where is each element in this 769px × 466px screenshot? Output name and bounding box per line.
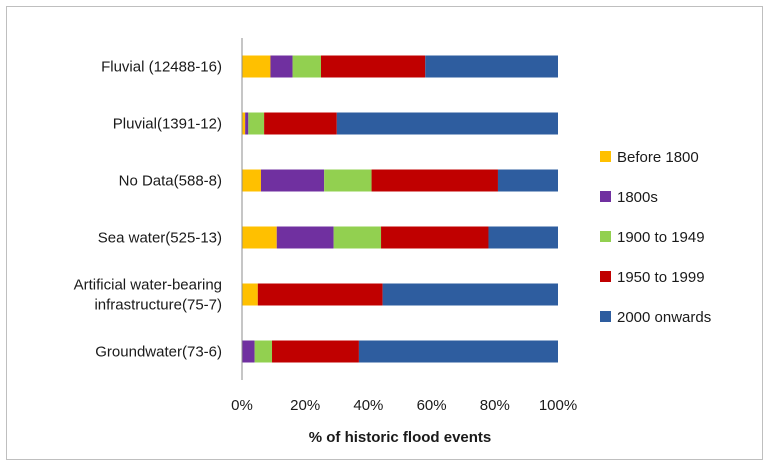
category-label: No Data(588-8)	[119, 173, 222, 190]
bar-segment	[425, 55, 558, 78]
bar-segment	[270, 55, 293, 78]
bars-layer	[242, 55, 558, 363]
category-label: Artificial water-bearing	[74, 277, 222, 294]
category-label: Groundwater(73-6)	[95, 344, 222, 361]
bar-segment	[242, 55, 271, 78]
legend-label: Before 1800	[617, 149, 699, 166]
bar-segment	[381, 226, 489, 249]
bar-segment	[242, 226, 277, 249]
x-tick-label: 20%	[290, 397, 320, 414]
legend-swatch	[600, 311, 611, 322]
bar-segment	[497, 169, 558, 192]
category-labels: Fluvial (12488-16) Pluvial(1391-12) No Dat…	[74, 59, 222, 361]
x-tick-label: 0%	[231, 397, 253, 414]
bar-segment	[242, 112, 246, 135]
bar-segment	[371, 169, 498, 192]
legend-swatch	[600, 191, 611, 202]
bar-segment	[276, 226, 334, 249]
bar-segment	[336, 112, 558, 135]
x-tick-label: 80%	[480, 397, 510, 414]
bar-segment	[333, 226, 382, 249]
legend-swatch	[600, 271, 611, 282]
legend-label: 1800s	[617, 189, 658, 206]
legend-label: 2000 onwards	[617, 309, 711, 326]
legend-swatch	[600, 151, 611, 162]
bar-segment	[242, 169, 261, 192]
category-label: Fluvial (12488-16)	[101, 59, 222, 76]
x-tick-label: 60%	[417, 397, 447, 414]
bar-segment	[242, 340, 255, 363]
x-tick-label: 100%	[539, 397, 577, 414]
x-tick-labels: 0% 20% 40% 60% 80% 100%	[231, 397, 577, 414]
category-label: Pluvial(1391-12)	[113, 116, 222, 133]
category-label: infrastructure(75-7)	[94, 297, 222, 314]
bar-segment	[257, 283, 383, 306]
x-tick-label: 40%	[353, 397, 383, 414]
bar-segment	[272, 340, 359, 363]
bar-segment	[260, 169, 325, 192]
bar-segment	[264, 112, 337, 135]
bar-segment	[324, 169, 372, 192]
bar-segment	[358, 340, 558, 363]
bar-segment	[254, 340, 273, 363]
legend-label: 1950 to 1999	[617, 269, 705, 286]
bar-segment	[382, 283, 558, 306]
legend-label: 1900 to 1949	[617, 229, 705, 246]
x-axis-title: % of historic flood events	[309, 429, 492, 446]
legend-swatch	[600, 231, 611, 242]
category-label: Sea water(525-13)	[98, 230, 222, 247]
bar-segment	[245, 112, 249, 135]
bar-segment	[248, 112, 265, 135]
bar-segment	[242, 283, 258, 306]
legend: Before 1800 1800s 1900 to 1949 1950 to 1999…	[600, 149, 711, 326]
bar-segment	[292, 55, 321, 78]
bar-segment	[321, 55, 426, 78]
bar-segment	[488, 226, 558, 249]
